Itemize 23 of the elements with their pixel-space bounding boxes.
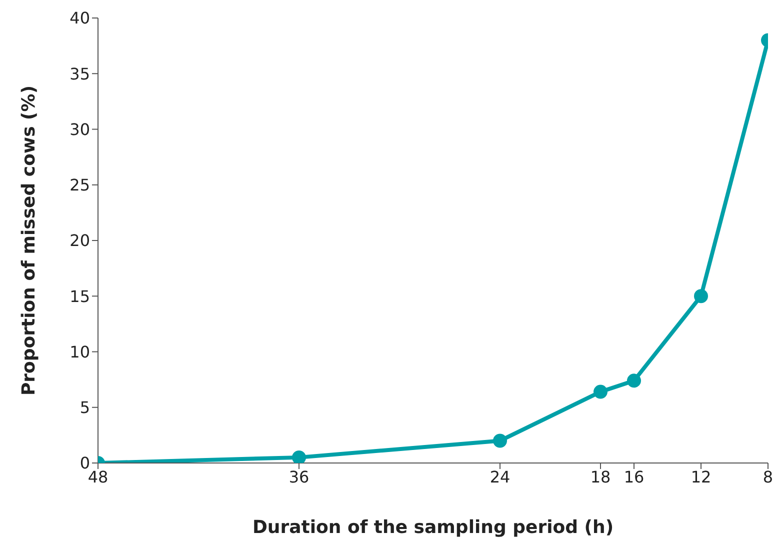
y-tick-label: 0 (80, 454, 90, 473)
x-tick-label: 36 (288, 467, 310, 486)
x-tick-label: 18 (590, 467, 611, 486)
y-tick-label: 5 (80, 398, 90, 418)
y-tick-label: 35 (70, 64, 90, 84)
x-tick-label: 24 (490, 467, 510, 486)
x-tick-label: 8 (762, 467, 774, 486)
y-tick-label: 40 (70, 8, 90, 28)
y-tick-label: 10 (70, 342, 90, 362)
point (627, 374, 641, 388)
y-tick-label: 15 (70, 286, 90, 306)
point (694, 289, 708, 304)
y-axis-title: Proportion of missed cows (%) (18, 85, 40, 396)
y-tick-label: 20 (70, 231, 90, 250)
x-tick-label: 12 (690, 467, 712, 486)
y-tick-label: 30 (70, 120, 90, 139)
y-tick-label: 25 (70, 176, 90, 195)
point (493, 434, 507, 448)
point (594, 384, 608, 399)
x-tick-label: 48 (88, 467, 108, 486)
x-axis-title: Duration of the sampling period (h) (252, 517, 614, 538)
point (292, 450, 306, 463)
x-tick-label: 16 (624, 467, 644, 486)
